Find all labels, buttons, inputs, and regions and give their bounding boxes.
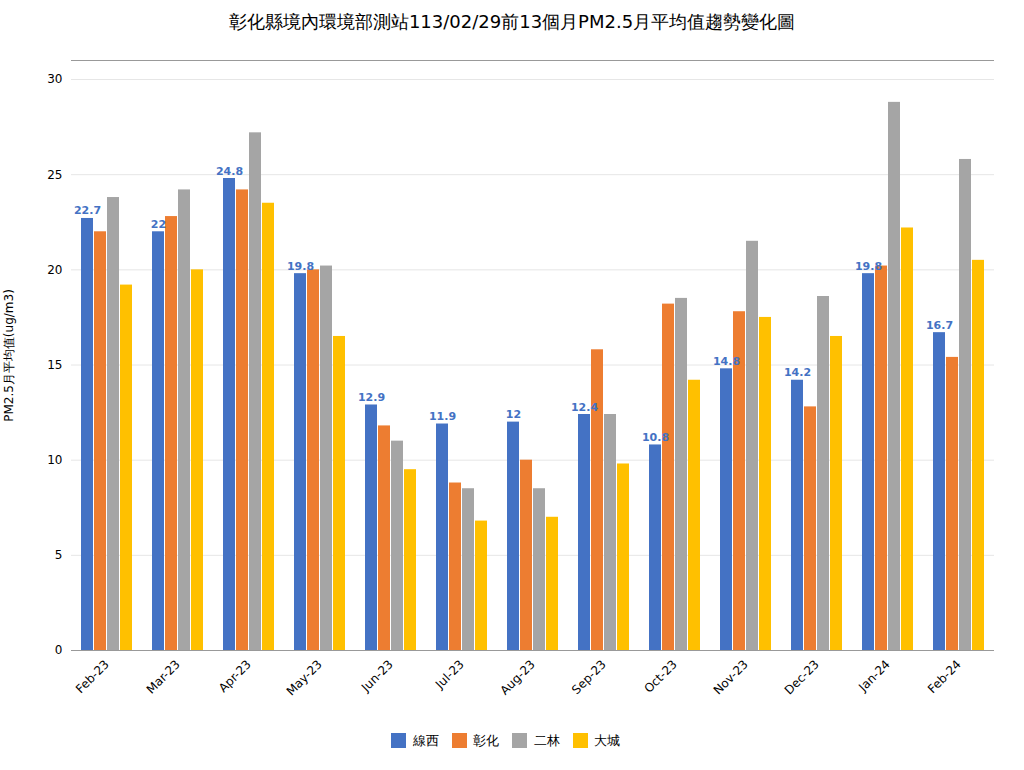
svg-text:22.7: 22.7 — [74, 204, 101, 217]
svg-text:PM2.5月平均值(ug/m3): PM2.5月平均值(ug/m3) — [2, 289, 16, 422]
svg-text:25: 25 — [47, 168, 62, 182]
svg-text:20: 20 — [47, 263, 62, 277]
svg-text:Oct-23: Oct-23 — [641, 657, 679, 695]
svg-text:19.8: 19.8 — [287, 260, 314, 273]
svg-text:Feb-23: Feb-23 — [73, 657, 112, 696]
html-text:大城: 大城 — [594, 732, 620, 748]
svg-text:15: 15 — [47, 358, 62, 372]
svg-text:12.9: 12.9 — [358, 391, 385, 404]
svg-text:19.8: 19.8 — [855, 260, 882, 273]
svg-text:Jun-23: Jun-23 — [358, 657, 396, 695]
svg-text:Apr-23: Apr-23 — [216, 657, 254, 695]
svg-text:10.8: 10.8 — [642, 431, 669, 444]
svg-text:14.2: 14.2 — [784, 366, 811, 379]
svg-text:14.8: 14.8 — [713, 355, 740, 368]
svg-text:Sep-23: Sep-23 — [569, 657, 609, 697]
svg-text:May-23: May-23 — [284, 657, 325, 698]
svg-text:Nov-23: Nov-23 — [711, 657, 751, 697]
svg-text:11.9: 11.9 — [429, 410, 456, 423]
html-text:二林: 二林 — [533, 732, 560, 748]
html-text:線西: 線西 — [412, 732, 439, 748]
svg-text:22: 22 — [151, 218, 166, 231]
html-text:彰化縣境內環境部測站113/02/29前13個月PM2.5月: 彰化縣境內環境部測站113/02/29前13個月PM2.5月平均值趨勢變化圖 — [228, 11, 796, 32]
svg-text:Feb-24: Feb-24 — [925, 657, 964, 696]
svg-text:12.4: 12.4 — [571, 401, 598, 414]
svg-text:12: 12 — [506, 408, 521, 421]
svg-text:16.7: 16.7 — [926, 319, 953, 332]
html-text:彰化: 彰化 — [473, 732, 499, 748]
svg-text:Dec-23: Dec-23 — [782, 657, 822, 697]
svg-text:10: 10 — [47, 453, 62, 467]
svg-text:Jan-24: Jan-24 — [855, 657, 893, 695]
svg-text:0: 0 — [55, 643, 63, 657]
svg-text:30: 30 — [47, 72, 62, 86]
svg-text:Jul-23: Jul-23 — [432, 657, 467, 692]
svg-text:Aug-23: Aug-23 — [498, 657, 538, 697]
svg-text:Mar-23: Mar-23 — [144, 657, 183, 696]
svg-text:24.8: 24.8 — [216, 165, 243, 178]
svg-text:5: 5 — [55, 548, 63, 562]
